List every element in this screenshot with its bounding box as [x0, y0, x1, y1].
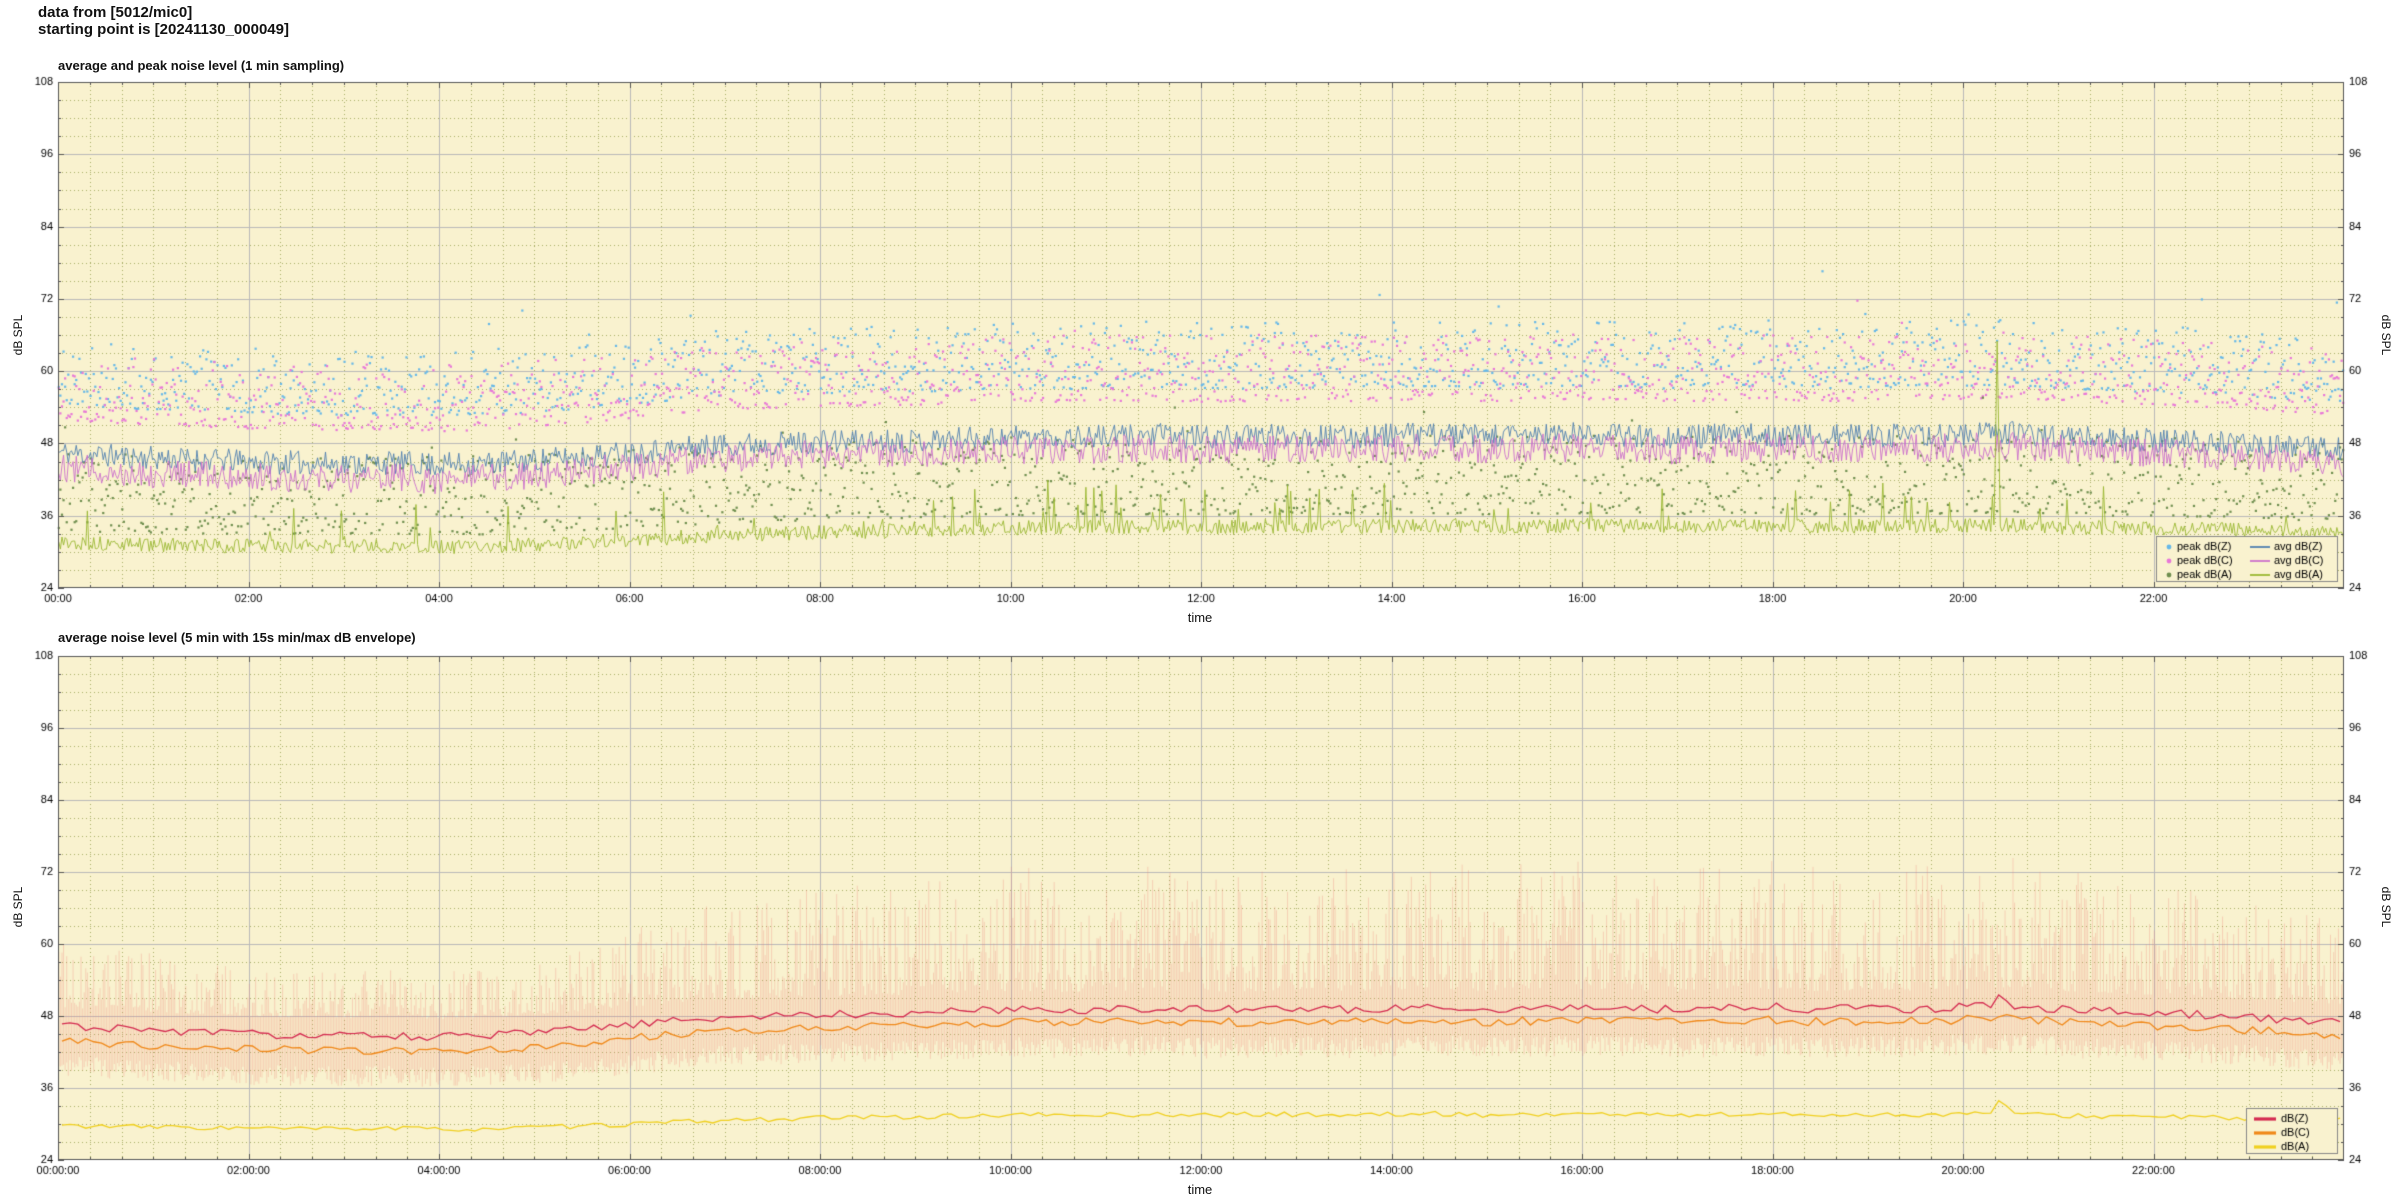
- chart2-ylabel-right: dB SPL: [2379, 886, 2393, 928]
- chart1-title: average and peak noise level (1 min samp…: [58, 58, 345, 73]
- chart1-xlabel: time: [1187, 610, 1213, 625]
- header-line-1: data from [5012/mic0]: [38, 4, 193, 21]
- chart2-ylabel-left: dB SPL: [11, 886, 25, 928]
- header-line-2: starting point is [20241130_000049]: [38, 21, 289, 38]
- chart2-xlabel: time: [1187, 1182, 1213, 1197]
- chart2-title: average noise level (5 min with 15s min/…: [58, 630, 416, 645]
- chart1-ylabel-right: dB SPL: [2379, 314, 2393, 356]
- chart1-ylabel-left: dB SPL: [11, 314, 25, 356]
